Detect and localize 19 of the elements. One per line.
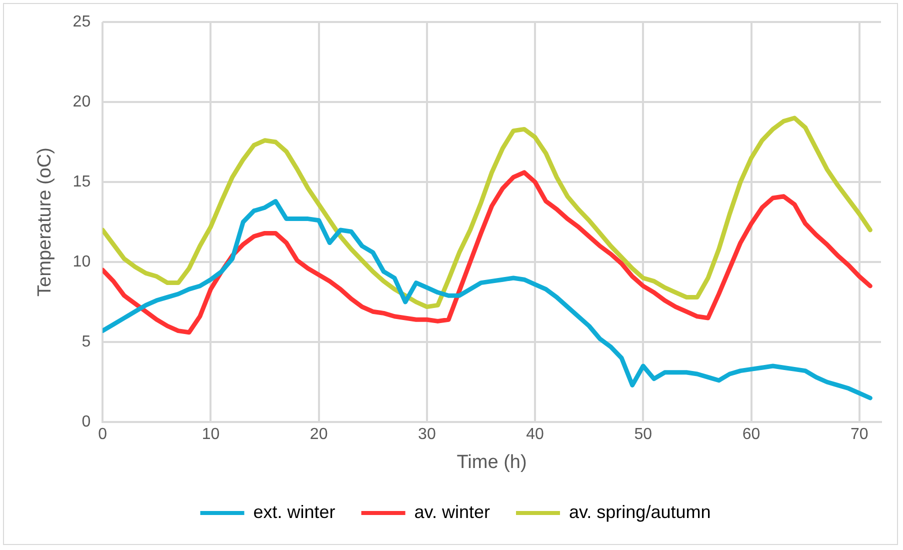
legend-label: av. winter (414, 502, 490, 522)
x-tick-label: 0 (98, 426, 108, 444)
x-tick-label: 20 (310, 426, 328, 444)
y-tick-label: 25 (72, 13, 91, 30)
y-tick-label: 0 (82, 413, 91, 430)
y-axis-title: Temperature (oC) (34, 148, 56, 296)
y-tick-label: 15 (72, 173, 91, 190)
y-tick-label: 20 (72, 93, 91, 110)
x-tick-label: 60 (742, 426, 760, 444)
legend-label: av. spring/autumn (568, 502, 711, 522)
x-tick-label: 40 (526, 426, 544, 444)
y-tick-label: 5 (82, 333, 91, 350)
x-tick-label: 70 (850, 426, 868, 444)
x-tick-label: 50 (634, 426, 652, 444)
x-tick-label: 10 (202, 426, 220, 444)
y-tick-label: 10 (72, 253, 91, 270)
x-tick-label: 30 (418, 426, 436, 444)
legend-label: ext. winter (253, 502, 336, 522)
x-axis-title: Time (h) (456, 452, 527, 473)
